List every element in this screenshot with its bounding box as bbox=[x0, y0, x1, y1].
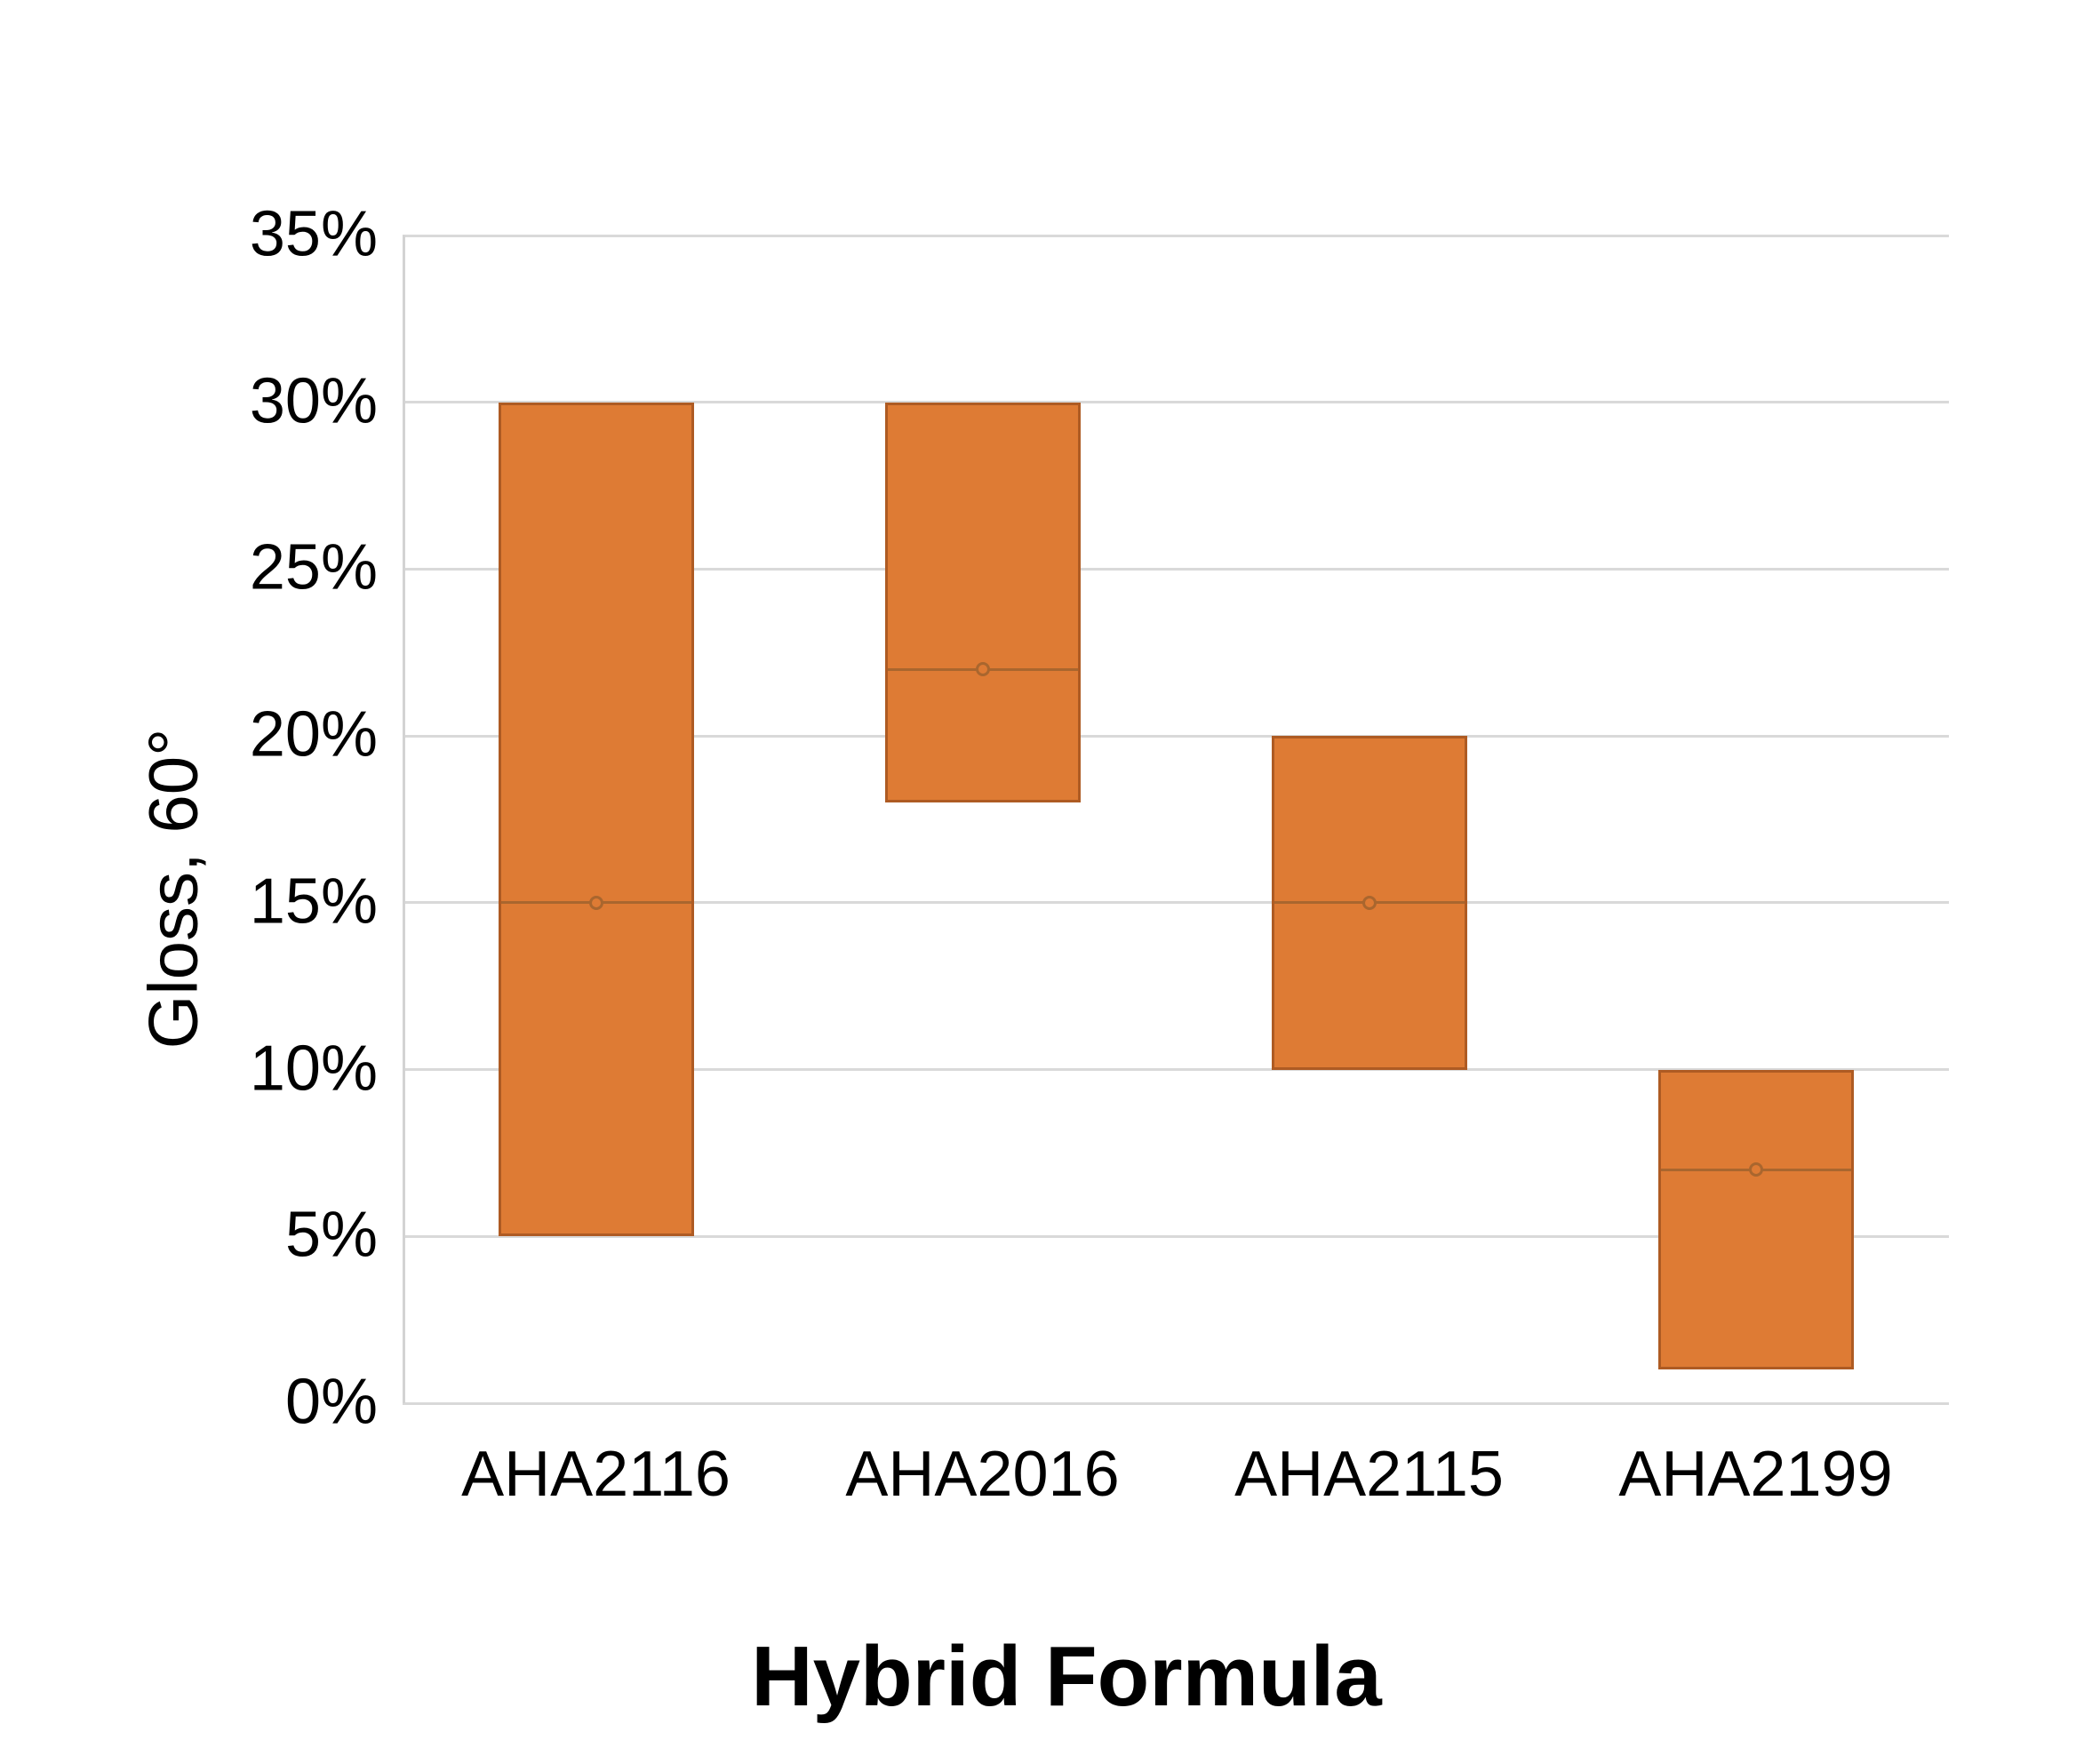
gridline bbox=[403, 1234, 1949, 1238]
category-label: AHA2116 bbox=[461, 1439, 731, 1510]
ytick-label: 0% bbox=[284, 1366, 378, 1438]
category-label: AHA2016 bbox=[845, 1439, 1120, 1510]
ytick-label: 5% bbox=[284, 1199, 378, 1271]
gridline bbox=[403, 901, 1949, 905]
bar-marker-circle bbox=[975, 662, 990, 677]
ytick-label: 30% bbox=[249, 365, 378, 437]
bar-marker-circle bbox=[1361, 895, 1377, 910]
x-axis-title: Hybrid Formula bbox=[751, 1629, 1382, 1724]
category-label: AHA2199 bbox=[1618, 1439, 1893, 1510]
ytick-label: 25% bbox=[249, 531, 378, 603]
gridline bbox=[403, 1401, 1949, 1405]
category-label: AHA2115 bbox=[1234, 1439, 1504, 1510]
range-bar bbox=[884, 402, 1081, 803]
bar-marker-circle bbox=[588, 895, 603, 910]
gridline bbox=[403, 1068, 1949, 1072]
gridline bbox=[403, 234, 1949, 237]
ytick-label: 20% bbox=[249, 698, 378, 770]
gridline bbox=[403, 401, 1949, 404]
range-bar bbox=[498, 402, 694, 1237]
ytick-label: 35% bbox=[249, 198, 378, 270]
ytick-label: 15% bbox=[249, 866, 378, 938]
ytick-label: 10% bbox=[249, 1032, 378, 1104]
gridline bbox=[403, 567, 1949, 571]
y-axis-line bbox=[403, 235, 405, 1403]
range-bar bbox=[1657, 1069, 1854, 1370]
bar-marker-circle bbox=[1748, 1162, 1763, 1177]
gridline bbox=[403, 734, 1949, 738]
